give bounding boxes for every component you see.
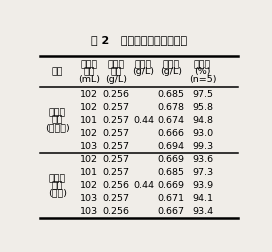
Text: 0.669: 0.669 xyxy=(157,155,184,164)
Text: (%): (%) xyxy=(194,68,211,76)
Text: 自动定: 自动定 xyxy=(49,108,66,117)
Text: 101: 101 xyxy=(80,116,98,125)
Text: (g/L): (g/L) xyxy=(133,68,154,76)
Text: 94.1: 94.1 xyxy=(192,194,213,203)
Text: 0.257: 0.257 xyxy=(103,129,130,138)
Text: 氮仪: 氮仪 xyxy=(51,181,63,190)
Text: 0.678: 0.678 xyxy=(157,103,184,112)
Text: 0.694: 0.694 xyxy=(157,142,184,151)
Text: 0.256: 0.256 xyxy=(103,89,130,99)
Text: 102: 102 xyxy=(80,155,98,164)
Text: 95.8: 95.8 xyxy=(192,103,213,112)
Text: 0.257: 0.257 xyxy=(103,168,130,177)
Text: 93.0: 93.0 xyxy=(192,129,213,138)
Text: (加热): (加热) xyxy=(48,188,67,198)
Text: 0.685: 0.685 xyxy=(157,89,184,99)
Text: 0.257: 0.257 xyxy=(103,142,130,151)
Text: 94.8: 94.8 xyxy=(192,116,213,125)
Text: 挥发酸: 挥发酸 xyxy=(108,60,125,69)
Text: 回收率: 回收率 xyxy=(194,60,211,69)
Text: 0.674: 0.674 xyxy=(157,116,184,125)
Text: 97.5: 97.5 xyxy=(192,89,213,99)
Text: (g/L): (g/L) xyxy=(105,75,127,84)
Text: 93.4: 93.4 xyxy=(192,207,213,216)
Text: 0.257: 0.257 xyxy=(103,103,130,112)
Text: 体积: 体积 xyxy=(83,68,95,76)
Text: 测得量: 测得量 xyxy=(162,60,180,69)
Text: 101: 101 xyxy=(80,168,98,177)
Text: 93.6: 93.6 xyxy=(192,155,213,164)
Text: 0.256: 0.256 xyxy=(103,181,130,190)
Text: 102: 102 xyxy=(80,89,98,99)
Text: 加标量: 加标量 xyxy=(135,60,152,69)
Text: 102: 102 xyxy=(80,129,98,138)
Text: 0.667: 0.667 xyxy=(157,207,184,216)
Text: (不加热): (不加热) xyxy=(45,123,70,132)
Text: 99.3: 99.3 xyxy=(192,142,213,151)
Text: 含量: 含量 xyxy=(110,68,122,76)
Text: 0.257: 0.257 xyxy=(103,155,130,164)
Text: 0.669: 0.669 xyxy=(157,181,184,190)
Text: 0.666: 0.666 xyxy=(157,129,184,138)
Text: 0.671: 0.671 xyxy=(157,194,184,203)
Text: (n=5): (n=5) xyxy=(189,75,217,84)
Text: 氮仪: 氮仪 xyxy=(51,116,63,125)
Text: (g/L): (g/L) xyxy=(160,68,182,76)
Text: 0.44: 0.44 xyxy=(133,181,154,190)
Text: (mL): (mL) xyxy=(78,75,100,84)
Text: 102: 102 xyxy=(80,181,98,190)
Text: 方法: 方法 xyxy=(51,68,63,76)
Text: 97.3: 97.3 xyxy=(192,168,213,177)
Text: 0.44: 0.44 xyxy=(133,116,154,125)
Text: 自动定: 自动定 xyxy=(49,174,66,183)
Text: 103: 103 xyxy=(80,207,98,216)
Text: 0.256: 0.256 xyxy=(103,207,130,216)
Text: 102: 102 xyxy=(80,103,98,112)
Text: 0.257: 0.257 xyxy=(103,116,130,125)
Text: 表 2   溥出液前处理结果比较: 表 2 溥出液前处理结果比较 xyxy=(91,35,187,45)
Text: 103: 103 xyxy=(80,142,98,151)
Text: 103: 103 xyxy=(80,194,98,203)
Text: 0.257: 0.257 xyxy=(103,194,130,203)
Text: 溥出液: 溥出液 xyxy=(80,60,97,69)
Text: 0.685: 0.685 xyxy=(157,168,184,177)
Text: 93.9: 93.9 xyxy=(192,181,213,190)
